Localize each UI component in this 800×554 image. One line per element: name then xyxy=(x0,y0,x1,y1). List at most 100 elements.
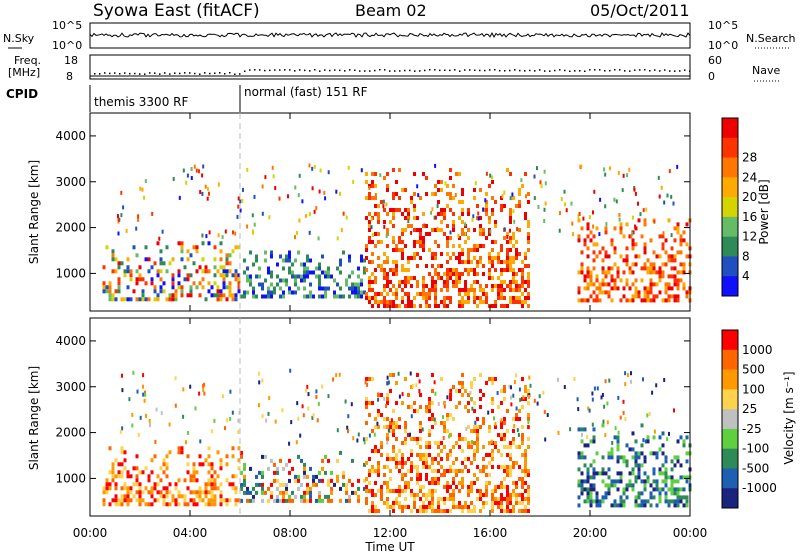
heatmap-cell xyxy=(518,268,521,272)
heatmap-cell xyxy=(219,462,223,467)
heatmap-cell xyxy=(626,173,629,178)
heatmap-cell xyxy=(360,290,363,295)
heatmap-cell xyxy=(389,288,392,292)
heatmap-cell xyxy=(225,253,229,258)
nsky-panel-frame xyxy=(89,22,691,49)
heatmap-cell xyxy=(141,297,145,302)
heatmap-cell xyxy=(589,282,593,287)
heatmap-cell xyxy=(153,289,157,294)
heatmap-cell xyxy=(506,409,509,413)
heatmap-cell xyxy=(467,457,470,461)
heatmap-cell xyxy=(401,232,404,236)
heatmap-cell xyxy=(365,180,368,184)
heatmap-cell xyxy=(625,278,629,283)
heatmap-cell xyxy=(354,286,357,291)
heatmap-cell xyxy=(222,273,226,278)
heatmap-cell xyxy=(467,509,470,513)
heatmap-cell xyxy=(392,236,395,240)
heatmap-cell xyxy=(207,502,211,507)
heatmap-cell xyxy=(443,304,446,308)
heatmap-cell xyxy=(183,277,187,282)
heatmap-cell xyxy=(509,509,512,513)
heatmap-cell xyxy=(512,300,515,304)
heatmap-cell xyxy=(676,495,680,500)
heatmap-cell xyxy=(288,290,291,295)
freq-point xyxy=(339,69,341,72)
heatmap-cell xyxy=(616,266,620,271)
heatmap-cell xyxy=(649,483,653,488)
heatmap-cell xyxy=(114,486,118,491)
heatmap-cell xyxy=(514,380,516,384)
freq-point xyxy=(429,69,431,71)
heatmap-cell xyxy=(518,493,521,497)
heatmap-cell xyxy=(386,440,389,445)
heatmap-cell xyxy=(586,246,590,251)
heatmap-cell xyxy=(271,165,274,170)
heatmap-cell xyxy=(383,396,386,401)
heatmap-cell xyxy=(261,498,264,503)
heatmap-cell xyxy=(642,438,645,443)
heatmap-cell xyxy=(291,274,294,279)
heatmap-cell xyxy=(117,261,121,266)
heatmap-cell xyxy=(491,284,494,288)
heatmap-cell xyxy=(527,284,530,288)
heatmap-cell xyxy=(482,465,485,469)
heatmap-cell xyxy=(589,487,593,492)
heatmap-cell xyxy=(500,288,503,292)
heatmap-cell xyxy=(521,377,524,381)
heatmap-cell xyxy=(521,292,524,296)
heatmap-cell xyxy=(524,212,527,216)
heatmap-cell xyxy=(228,289,232,294)
heatmap-cell xyxy=(476,264,479,268)
heatmap-cell xyxy=(228,281,232,286)
heatmap-cell xyxy=(512,429,515,433)
heatmap-cell xyxy=(473,429,476,433)
heatmap-cell xyxy=(357,286,360,291)
heatmap-cell xyxy=(670,254,674,259)
heatmap-cell xyxy=(237,204,240,209)
heatmap-cell xyxy=(479,288,482,292)
heatmap-cell xyxy=(297,454,300,459)
heatmap-cell xyxy=(422,292,425,296)
heatmap-cell xyxy=(515,252,518,256)
heatmap-cell xyxy=(592,499,596,504)
heatmap-cell xyxy=(476,465,479,469)
heatmap-cell xyxy=(371,233,374,237)
heatmap-cell xyxy=(368,186,371,190)
heatmap-cell xyxy=(512,232,515,236)
freq-point xyxy=(134,72,136,75)
heatmap-cell xyxy=(180,249,184,254)
heatmap-cell xyxy=(682,262,686,267)
freq-point xyxy=(609,69,611,72)
heatmap-cell xyxy=(521,433,524,437)
heatmap-cell xyxy=(300,278,303,283)
heatmap-cell xyxy=(607,254,611,259)
heatmap-cell xyxy=(446,272,449,276)
heatmap-cell xyxy=(344,399,347,404)
heatmap-cell xyxy=(156,273,160,278)
heatmap-cell xyxy=(518,228,521,232)
heatmap-cell xyxy=(297,274,300,279)
heatmap-cell xyxy=(592,210,594,215)
heatmap-cell xyxy=(126,470,130,475)
heatmap-cell xyxy=(347,414,350,419)
heatmap-cell xyxy=(268,215,271,220)
heatmap-cell xyxy=(413,208,416,212)
heatmap-cell xyxy=(422,453,425,457)
heatmap-cell xyxy=(216,293,220,298)
heatmap-cell xyxy=(401,465,404,469)
heatmap-cell xyxy=(255,490,258,495)
heatmap-cell xyxy=(295,440,298,445)
heatmap-cell xyxy=(431,469,434,473)
heatmap-cell xyxy=(503,389,506,393)
heatmap-cell xyxy=(664,471,668,476)
heatmap-cell xyxy=(558,228,561,233)
heatmap-cell xyxy=(303,462,306,467)
heatmap-cell xyxy=(306,384,309,389)
heatmap-cell xyxy=(398,493,401,497)
heatmap-cell xyxy=(479,405,482,409)
heatmap-cell xyxy=(473,457,476,461)
heatmap-cell xyxy=(577,286,581,291)
heatmap-cell xyxy=(473,256,476,260)
heatmap-cell xyxy=(461,232,464,236)
